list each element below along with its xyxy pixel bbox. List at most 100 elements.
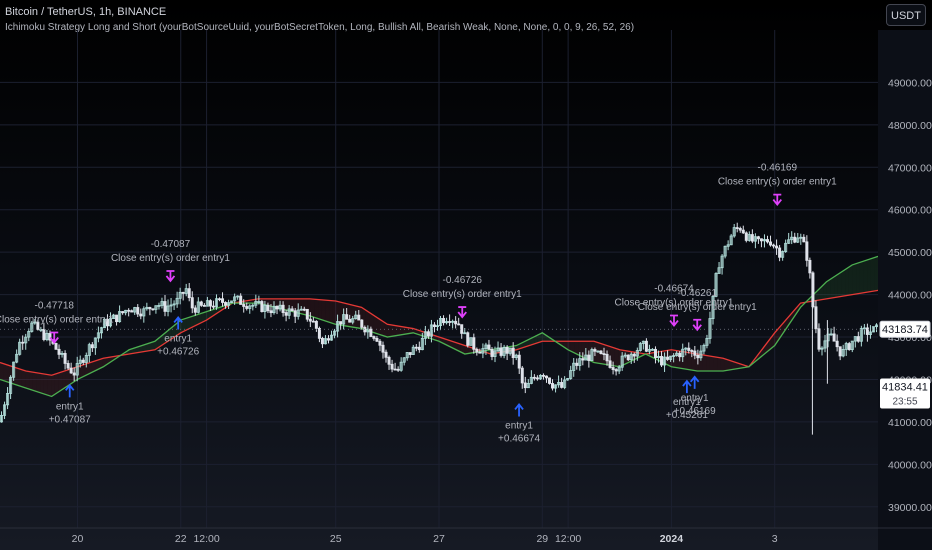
cloud-fill	[713, 356, 718, 371]
candle-body	[457, 323, 461, 326]
candle-body	[711, 295, 715, 319]
candle-body	[420, 337, 424, 351]
candle-body	[133, 307, 137, 313]
price-tick-label: 40000.00	[888, 459, 932, 471]
candle-body	[405, 352, 409, 359]
candle-body	[796, 237, 800, 243]
candle-body	[190, 297, 194, 309]
candle-body	[784, 242, 788, 252]
candle-body	[575, 362, 579, 366]
candle-body	[432, 324, 436, 328]
candle-body	[635, 350, 639, 357]
cloud-fill	[285, 298, 290, 311]
trade-label: Close entry(s) order entry1	[615, 298, 734, 309]
indicator-legend[interactable]: Ichimoku Strategy Long and Short (yourBo…	[5, 22, 635, 33]
candle-body	[557, 382, 561, 386]
candle-body	[569, 370, 573, 379]
entry-arrow-icon	[689, 375, 700, 389]
candle-body	[605, 353, 609, 362]
candle-body	[354, 314, 358, 320]
candle-body	[593, 349, 597, 352]
symbol-title[interactable]: Bitcoin / TetherUS, 1h, BINANCE	[5, 6, 167, 18]
candle-body	[248, 305, 252, 309]
candle-body	[772, 244, 776, 247]
candle-body	[493, 350, 497, 357]
candle-body	[678, 352, 682, 358]
cloud-fill	[135, 346, 140, 353]
cloud-fill	[691, 353, 696, 371]
cloud-fill	[570, 341, 575, 353]
candle-body	[87, 344, 91, 356]
cloud-fill	[541, 333, 546, 342]
candle-body	[136, 307, 140, 315]
time-axis[interactable]: 20 22 12:00 25 27 29 12:00 2024 3	[0, 527, 932, 545]
candle-body	[187, 288, 191, 299]
candle-body	[348, 318, 352, 323]
candle-body	[623, 354, 627, 357]
candle-body	[399, 361, 403, 371]
cloud-fill	[841, 269, 846, 297]
cloud-fill	[139, 345, 143, 353]
candle-body	[166, 305, 170, 312]
cloud-fill	[380, 319, 385, 336]
price-axis[interactable]: 39000.0040000.0041000.0042000.0043000.00…	[0, 30, 932, 550]
cloud-fill	[310, 298, 315, 318]
entry-arrow-icon	[682, 379, 692, 394]
candle-body	[838, 346, 842, 357]
candle-body	[115, 314, 119, 323]
candle-body	[30, 322, 34, 332]
candle-body	[626, 354, 630, 361]
trade-pnl: -0.46726	[442, 275, 482, 286]
candle-body	[454, 320, 458, 325]
candle-body	[526, 383, 530, 389]
candle-body	[614, 369, 618, 372]
cloud-fill	[398, 326, 403, 336]
cloud-fill	[728, 359, 732, 371]
candle-body	[357, 314, 361, 321]
candle-body	[759, 238, 763, 242]
trade-markers: Close entry(s) order entry1 -0.47718 entry…	[0, 163, 837, 445]
cloud-fill	[457, 343, 461, 353]
cloud-fill	[186, 316, 191, 330]
candle-body	[738, 227, 742, 231]
candle-body	[236, 295, 240, 298]
cloud-fill	[867, 258, 871, 293]
entry-arrow-icon	[65, 383, 75, 398]
countdown-timer: 23:55	[892, 397, 917, 408]
cloud-fill	[190, 315, 194, 329]
cloud-fill	[84, 363, 88, 377]
candle-body	[230, 300, 234, 304]
price-tick-label: 49000.00	[888, 77, 932, 89]
countdown-badge	[880, 378, 930, 409]
candle-body	[384, 351, 388, 358]
candle-body	[48, 332, 52, 341]
candle-body	[320, 337, 324, 345]
cloud-fill	[54, 372, 59, 395]
cloud-fill	[724, 358, 729, 371]
candle-body	[272, 305, 276, 314]
candle-body	[66, 363, 70, 369]
cloud-fill	[793, 306, 798, 318]
candle-body	[435, 325, 439, 328]
candle-body	[690, 350, 694, 352]
candle-body	[442, 318, 446, 324]
candle-body	[868, 331, 872, 335]
candle-body	[390, 363, 394, 370]
trade-pnl: -0.46261	[677, 288, 717, 299]
time-tick-label: 29	[536, 533, 548, 545]
cloud-fill	[182, 318, 187, 332]
cloud-fill	[614, 348, 619, 367]
candle-body	[184, 288, 188, 294]
cloud-fill	[856, 262, 860, 294]
candle-body	[211, 305, 215, 308]
cloud-fill	[95, 359, 99, 371]
candle-body	[753, 236, 757, 242]
candle-body	[27, 331, 31, 338]
candle-body	[653, 348, 657, 359]
candle-body	[741, 229, 745, 234]
last-price-label: 43183.74	[882, 324, 928, 336]
candle-body	[99, 327, 103, 334]
candle-body	[765, 239, 769, 243]
currency-button[interactable]: USDT	[886, 4, 926, 26]
